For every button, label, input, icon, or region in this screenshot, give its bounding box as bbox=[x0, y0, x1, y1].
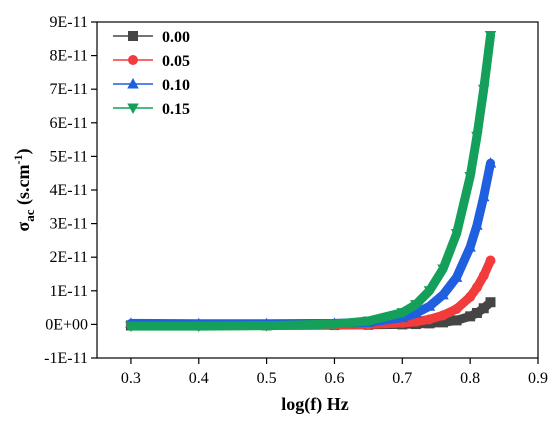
legend-label: 0.05 bbox=[162, 53, 190, 70]
y-axis-title-sup: -1 bbox=[11, 154, 25, 164]
series-line bbox=[126, 30, 496, 331]
plot-frame bbox=[96, 21, 539, 359]
y-tick-label: 3E-11 bbox=[49, 216, 88, 233]
y-axis-title-unit: (s.cm bbox=[13, 164, 34, 209]
data-point bbox=[410, 316, 421, 327]
data-point bbox=[471, 131, 483, 143]
data-point bbox=[485, 297, 496, 308]
data-point bbox=[477, 84, 490, 96]
data-point bbox=[464, 172, 476, 183]
y-tick-label: -1E-11 bbox=[44, 350, 88, 367]
data-point bbox=[478, 270, 489, 281]
series-0.15 bbox=[125, 30, 497, 333]
legend-entry: 0.00 bbox=[113, 29, 190, 46]
data-point bbox=[451, 303, 462, 314]
x-tick-label: 0.5 bbox=[257, 370, 277, 387]
data-point bbox=[193, 321, 205, 333]
y-tick-label: 4E-11 bbox=[49, 182, 88, 199]
data-point bbox=[477, 190, 490, 202]
x-tick-label: 0.9 bbox=[528, 370, 548, 387]
data-point bbox=[260, 321, 273, 332]
data-point bbox=[464, 241, 476, 252]
y-tick-label: 5E-11 bbox=[49, 148, 88, 165]
data-point bbox=[471, 219, 483, 230]
x-axis-title: log(f) Hz bbox=[281, 394, 348, 415]
legend-marker bbox=[127, 78, 139, 89]
axes: 0.3 0.4 0.5 0.6 0.7 0.8 0.9 -1E-11 0E+00 1E-11 2E-… bbox=[44, 14, 548, 387]
data-point bbox=[484, 157, 497, 168]
legend-label: 0.10 bbox=[162, 77, 190, 94]
y-tick-label: 0E+00 bbox=[45, 316, 88, 333]
legend-marker bbox=[127, 103, 139, 114]
legend-entry: 0.15 bbox=[113, 101, 190, 118]
data-point bbox=[423, 300, 436, 311]
data-point bbox=[438, 310, 449, 321]
data-point bbox=[410, 307, 422, 318]
data-point bbox=[451, 315, 462, 326]
plot-marks bbox=[125, 30, 497, 333]
x-tick-label: 0.8 bbox=[460, 370, 480, 387]
series-0.10 bbox=[125, 157, 497, 329]
series-line bbox=[126, 158, 496, 329]
legend-entry: 0.10 bbox=[113, 77, 190, 94]
y-tick-label: 1E-11 bbox=[49, 283, 88, 300]
data-point bbox=[423, 286, 436, 297]
data-point bbox=[450, 229, 463, 240]
x-tick-label: 0.3 bbox=[121, 370, 141, 387]
x-tick-label: 0.6 bbox=[324, 370, 344, 387]
x-tick-label: 0.4 bbox=[189, 370, 209, 387]
y-tick-label: 2E-11 bbox=[49, 249, 88, 266]
data-point bbox=[484, 30, 497, 42]
y-tick-label: 6E-11 bbox=[49, 115, 88, 132]
legend-entry: 0.05 bbox=[113, 53, 190, 70]
data-point bbox=[465, 291, 476, 302]
y-tick-label: 9E-11 bbox=[49, 14, 88, 31]
legend-marker bbox=[128, 31, 138, 41]
y-tick-label: 7E-11 bbox=[49, 81, 88, 98]
x-tick-label: 0.7 bbox=[392, 370, 412, 387]
data-point bbox=[424, 314, 435, 325]
y-tick-label: 8E-11 bbox=[49, 48, 88, 65]
y-axis-title-close: ) bbox=[13, 148, 34, 154]
legend-label: 0.15 bbox=[162, 101, 190, 118]
data-point bbox=[450, 271, 463, 282]
y-axis-title-base: σ bbox=[13, 222, 33, 232]
data-point bbox=[471, 282, 482, 293]
data-point bbox=[328, 319, 341, 331]
data-point bbox=[437, 264, 449, 275]
data-point bbox=[410, 300, 422, 311]
data-point bbox=[362, 316, 375, 328]
data-point bbox=[125, 321, 137, 333]
data-point bbox=[396, 308, 409, 319]
data-point bbox=[437, 288, 449, 300]
series-line bbox=[126, 256, 496, 331]
legend: 0.00 0.05 0.10 0.15 bbox=[113, 29, 190, 118]
legend-label: 0.00 bbox=[162, 29, 190, 46]
y-axis-title: σac (s.cm-1) bbox=[11, 148, 37, 231]
legend-marker bbox=[128, 55, 138, 65]
data-point bbox=[485, 255, 496, 266]
y-axis-title-sub: ac bbox=[22, 209, 37, 222]
